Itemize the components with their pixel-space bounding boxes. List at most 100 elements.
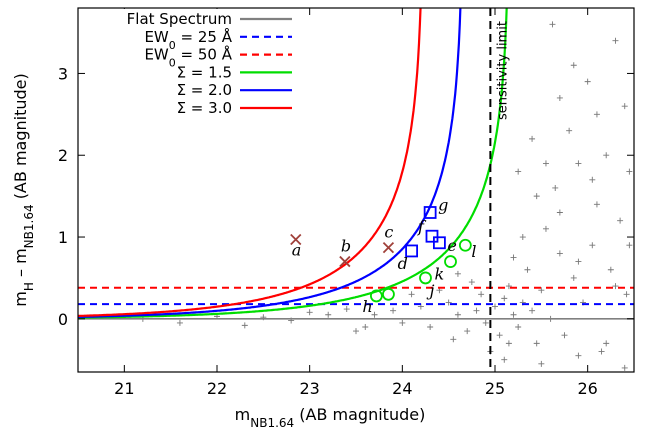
gray-plus-point bbox=[515, 168, 522, 175]
x-axis-label: mNB1.64 (AB magnitude) bbox=[235, 405, 426, 430]
circle-point bbox=[382, 287, 395, 301]
legend-label-suffix: = 25 Å bbox=[176, 27, 233, 46]
gray-plus-point bbox=[607, 266, 614, 273]
circle-point bbox=[444, 255, 457, 268]
gray-plus-point bbox=[306, 309, 313, 316]
gray-plus-point bbox=[496, 332, 503, 339]
gray-plus-point bbox=[450, 336, 457, 343]
sigma-curve-1-5 bbox=[78, 8, 508, 319]
x-tick-label: 25 bbox=[485, 379, 505, 398]
gray-plus-point bbox=[524, 266, 531, 273]
point-label-k: k bbox=[435, 265, 445, 284]
gray-plus-point bbox=[593, 111, 600, 118]
square-point bbox=[405, 244, 419, 258]
gray-plus-point bbox=[468, 279, 475, 286]
gray-plus-point bbox=[454, 270, 461, 277]
y-tick-label: 2 bbox=[58, 146, 68, 165]
gray-plus-point bbox=[593, 201, 600, 208]
sigma-curve-2 bbox=[78, 8, 462, 318]
gray-plus-point bbox=[492, 303, 498, 310]
gray-plus-point bbox=[603, 152, 610, 159]
legend-label-2: EW0 = 50 Å bbox=[144, 45, 232, 70]
gray-plus-point bbox=[464, 328, 471, 335]
gray-plus-point bbox=[612, 283, 619, 290]
gray-plus-point bbox=[176, 319, 183, 326]
gray-plus-point bbox=[362, 324, 369, 331]
x-axis-label-sub: NB1.64 bbox=[250, 416, 294, 430]
x-tick-label: 26 bbox=[577, 379, 597, 398]
gray-plus-point bbox=[482, 319, 489, 326]
x-marker-point bbox=[290, 233, 302, 246]
gray-plus-point bbox=[570, 62, 577, 69]
legend-label-suffix: = 50 Å bbox=[176, 45, 233, 64]
legend-label-sub: 0 bbox=[169, 38, 176, 51]
sigma-curve-3 bbox=[78, 8, 422, 317]
gray-plus-point bbox=[529, 135, 536, 142]
legend-label-text: Σ = 3.0 bbox=[177, 99, 232, 117]
legend-label-text: EW bbox=[144, 46, 168, 64]
gray-plus-point bbox=[542, 160, 549, 167]
square-point bbox=[432, 236, 446, 250]
gray-plus-point bbox=[533, 193, 540, 200]
gray-plus-point bbox=[515, 324, 522, 331]
legend-label-3: Σ = 1.5 bbox=[177, 63, 232, 81]
gray-plus-point bbox=[445, 299, 452, 306]
gray-plus-point bbox=[371, 311, 378, 318]
gray-plus-point bbox=[510, 311, 517, 318]
gray-plus-point bbox=[505, 340, 512, 347]
gray-plus-point bbox=[623, 291, 630, 298]
gray-plus-point bbox=[538, 287, 545, 294]
x-tick-label: 22 bbox=[207, 379, 227, 398]
gray-plus-point bbox=[454, 311, 461, 318]
legend-label-sub: 0 bbox=[169, 56, 176, 69]
y-axis-label-sub2: NB1.64 bbox=[22, 204, 36, 248]
gray-plus-point bbox=[343, 306, 350, 313]
gray-plus-point bbox=[353, 328, 359, 335]
gray-plus-point bbox=[570, 274, 577, 281]
gray-plus-point bbox=[473, 307, 480, 314]
y-axis-label-mid: – m bbox=[11, 248, 30, 282]
legend-background bbox=[90, 9, 300, 121]
plot-area bbox=[78, 8, 634, 372]
point-label-d: d bbox=[398, 254, 408, 273]
gray-plus-point bbox=[621, 364, 628, 371]
gray-plus-point bbox=[510, 254, 517, 261]
gray-plus-point bbox=[626, 168, 633, 175]
gray-plus-point bbox=[575, 352, 582, 359]
gray-plus-point bbox=[427, 324, 434, 331]
gray-plus-point bbox=[505, 283, 512, 290]
gray-plus-point bbox=[542, 225, 549, 232]
circle-point bbox=[369, 289, 383, 303]
gray-plus-point bbox=[325, 311, 332, 318]
gray-plus-point bbox=[603, 340, 610, 347]
gray-plus-point bbox=[501, 295, 508, 302]
gray-plus-point bbox=[519, 234, 526, 241]
legend-label-4: Σ = 2.0 bbox=[177, 81, 232, 99]
x-tick-label: 24 bbox=[392, 379, 412, 398]
gray-plus-point bbox=[478, 291, 485, 298]
x-marker-point bbox=[382, 242, 395, 254]
point-label-h: h bbox=[362, 297, 372, 316]
point-label-j: j bbox=[427, 281, 435, 300]
gray-plus-point bbox=[556, 94, 563, 101]
y-axis-label-rest: (AB magnitude) bbox=[11, 73, 30, 204]
gray-plus-point bbox=[501, 356, 508, 363]
gray-plus-point bbox=[552, 184, 559, 191]
plot-frame bbox=[77, 7, 635, 373]
point-label-a: a bbox=[292, 240, 302, 259]
y-tick-label: 0 bbox=[58, 310, 68, 329]
legend-label-text: EW bbox=[144, 28, 168, 46]
legend-label-0: Flat Spectrum bbox=[127, 10, 232, 28]
gray-plus-point bbox=[589, 242, 596, 249]
legend-label-text: Flat Spectrum bbox=[127, 10, 232, 28]
point-label-g: g bbox=[438, 195, 448, 214]
y-axis-label-m1: m bbox=[11, 291, 30, 307]
y-tick-label: 1 bbox=[58, 228, 68, 247]
gray-plus-point bbox=[556, 250, 563, 257]
gray-plus-point bbox=[241, 322, 248, 329]
legend-label-1: EW0 = 25 Å bbox=[144, 27, 232, 52]
legend-label-text: Σ = 2.0 bbox=[177, 81, 232, 99]
